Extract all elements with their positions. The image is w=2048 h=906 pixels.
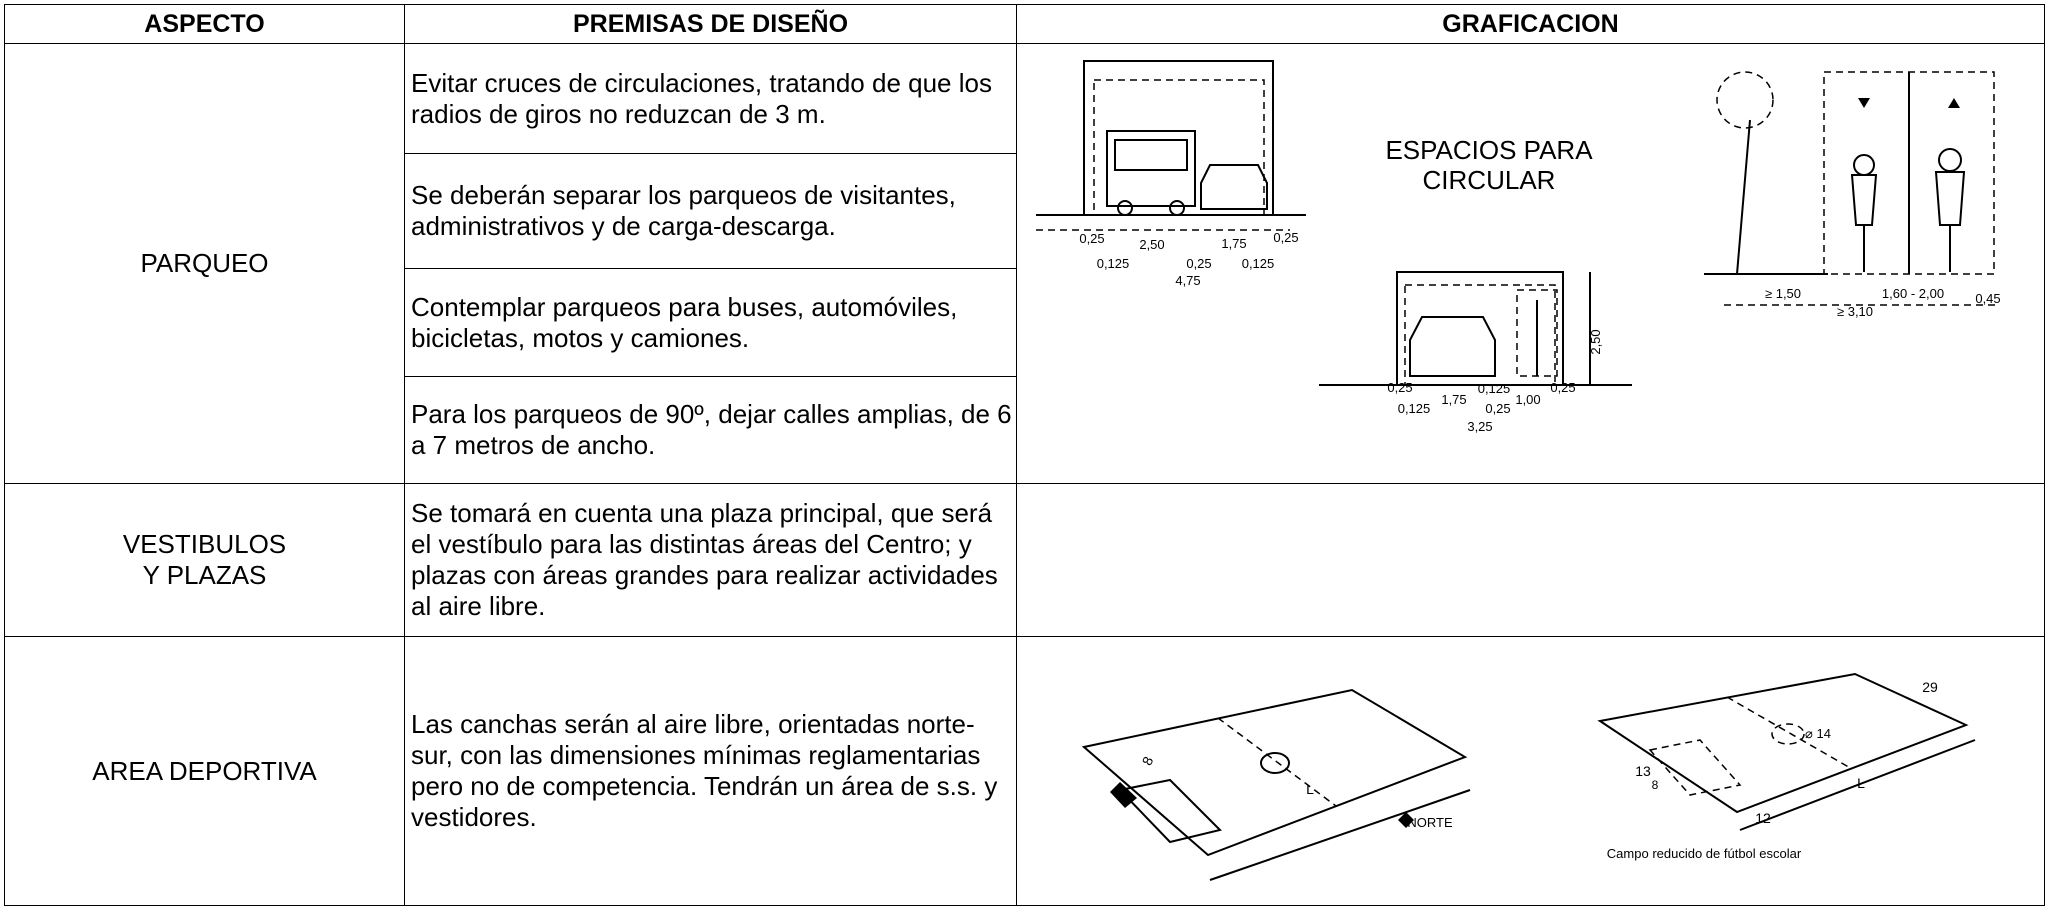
premise-cell: Se deberán separar los parqueos de visit… [404,153,1017,269]
drawing-label: 0,25 [1550,380,1575,395]
drawing-label: ESPACIOS PARA [1385,135,1593,165]
drawing-label: 0,125 [1097,256,1130,271]
drawing-label: ⌀ 14 [1805,726,1831,741]
drawing-label: 1,60 - 2,00 [1882,286,1944,301]
drawing-label: NORTE [1407,815,1453,830]
soccer-field-2 [1597,672,1976,831]
drawing-label: 1,75 [1221,236,1246,251]
premise-cell: Evitar cruces de circulaciones, tratando… [404,43,1017,154]
drawing-label: ≥ 3,10 [1837,304,1873,319]
premise-cell: Las canchas serán al aire libre, orienta… [404,636,1017,906]
drawing-label: 0,125 [1478,381,1511,396]
drawing-label: 12 [1755,810,1771,826]
drawing-label: 3,25 [1467,419,1492,434]
drawing-label: 0,25 [1273,230,1298,245]
drawing-label: 0,125 [1398,401,1431,416]
drawing-label: 0,25 [1186,256,1211,271]
drawing-label: Campo reducido de fútbol escolar [1607,846,1802,861]
drawing-label: ≥ 1,50 [1765,286,1801,301]
drawing-label: L [1306,781,1314,797]
drawing-label: 0,25 [1079,231,1104,246]
drawing-label: 1,00 [1515,392,1540,407]
aspect-cell: VESTIBULOS Y PLAZAS [4,483,405,637]
bike-lane-section [1704,71,1998,306]
drawing-label: 2,50 [1588,329,1603,354]
premise-cell: Se tomará en cuenta una plaza principal,… [404,483,1017,637]
drawing-label: 2,50 [1139,237,1164,252]
drawing-label: 0,45 [1975,291,2000,306]
premise-cell: Contemplar parqueos para buses, automóvi… [404,268,1017,377]
drawing-label: 1,75 [1441,392,1466,407]
drawing-label: 0,125 [1242,256,1275,271]
car-bike-section [1319,271,1632,386]
drawing-label: 8 [1652,778,1659,792]
drawing-label: CIRCULAR [1423,165,1556,195]
premise-cell: Para los parqueos de 90º, dejar calles a… [404,376,1017,484]
aspect-cell: AREA DEPORTIVA [4,636,405,906]
drawing-label: 29 [1922,679,1938,695]
drawing-label: 4,75 [1175,273,1200,288]
drawing-label: 0,25 [1485,401,1510,416]
soccer-field-1 [1081,688,1471,881]
truck-section [1036,60,1306,231]
drawing-label: 0,25 [1387,380,1412,395]
drawing-label: 13 [1635,763,1651,779]
drawing-label: L [1857,775,1865,791]
drawing-label: 8 [1139,754,1157,768]
